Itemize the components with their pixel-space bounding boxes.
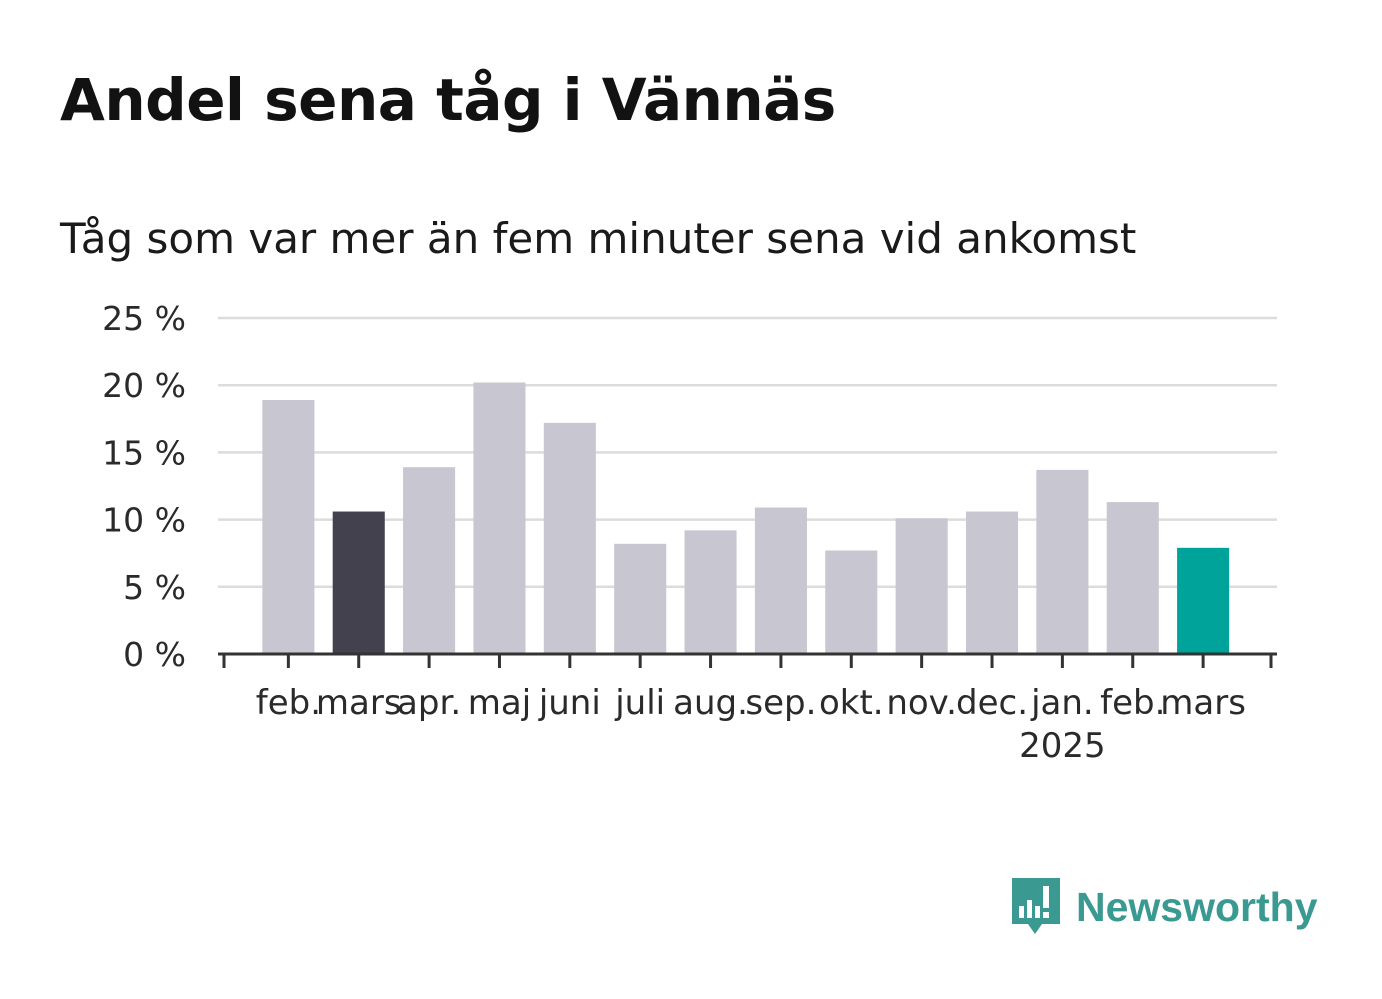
bar xyxy=(1036,469,1089,654)
x-tick-label: mars xyxy=(316,683,402,723)
grid-lines xyxy=(218,316,1277,589)
y-tick-label: 5 % xyxy=(123,568,186,607)
bar xyxy=(473,382,526,654)
x-tick-label: sep. xyxy=(745,683,816,723)
newsworthy-logo-icon xyxy=(1012,878,1060,934)
x-tick-label: aug. xyxy=(673,683,748,723)
bar xyxy=(262,399,315,654)
bar xyxy=(1177,547,1230,654)
bar xyxy=(332,511,385,654)
y-tick-label: 20 % xyxy=(102,366,186,405)
bar xyxy=(403,467,456,654)
y-tick-label: 0 % xyxy=(123,635,186,674)
x-tick-label: jan. xyxy=(1030,683,1094,723)
bar xyxy=(614,543,667,654)
brand: Newsworthy xyxy=(1010,876,1318,938)
x-year-label: 2025 xyxy=(1019,726,1106,766)
x-tick-label: nov. xyxy=(886,683,957,723)
x-tick-label: mars xyxy=(1160,683,1246,723)
x-tick-label: feb. xyxy=(1100,683,1165,723)
brand-name: Newsworthy xyxy=(1076,883,1318,930)
bar xyxy=(543,422,596,654)
x-axis xyxy=(218,652,1277,668)
bar xyxy=(684,530,737,654)
x-tick-label: apr. xyxy=(397,683,461,723)
bar xyxy=(754,507,807,654)
bar xyxy=(825,550,878,654)
bar xyxy=(895,518,948,654)
chart-title: Andel sena tåg i Vännäs xyxy=(60,66,836,134)
x-tick-label: juli xyxy=(614,683,665,723)
y-tick-label: 10 % xyxy=(102,501,186,540)
y-axis-labels: 0 % 5 % 10 % 15 % 20 % 25 % xyxy=(102,299,186,674)
bars xyxy=(262,382,1230,654)
bar xyxy=(1106,502,1159,654)
x-tick-label: feb. xyxy=(256,683,321,723)
y-tick-label: 15 % xyxy=(102,433,186,472)
y-tick-label: 25 % xyxy=(102,299,186,338)
x-tick-label: dec. xyxy=(956,683,1028,723)
x-tick-label: okt. xyxy=(819,683,884,723)
x-tick-label: maj xyxy=(468,683,531,723)
bar xyxy=(965,511,1019,654)
chart-subtitle: Tåg som var mer än fem minuter sena vid … xyxy=(60,214,1137,263)
x-tick-label: juni xyxy=(538,683,601,723)
